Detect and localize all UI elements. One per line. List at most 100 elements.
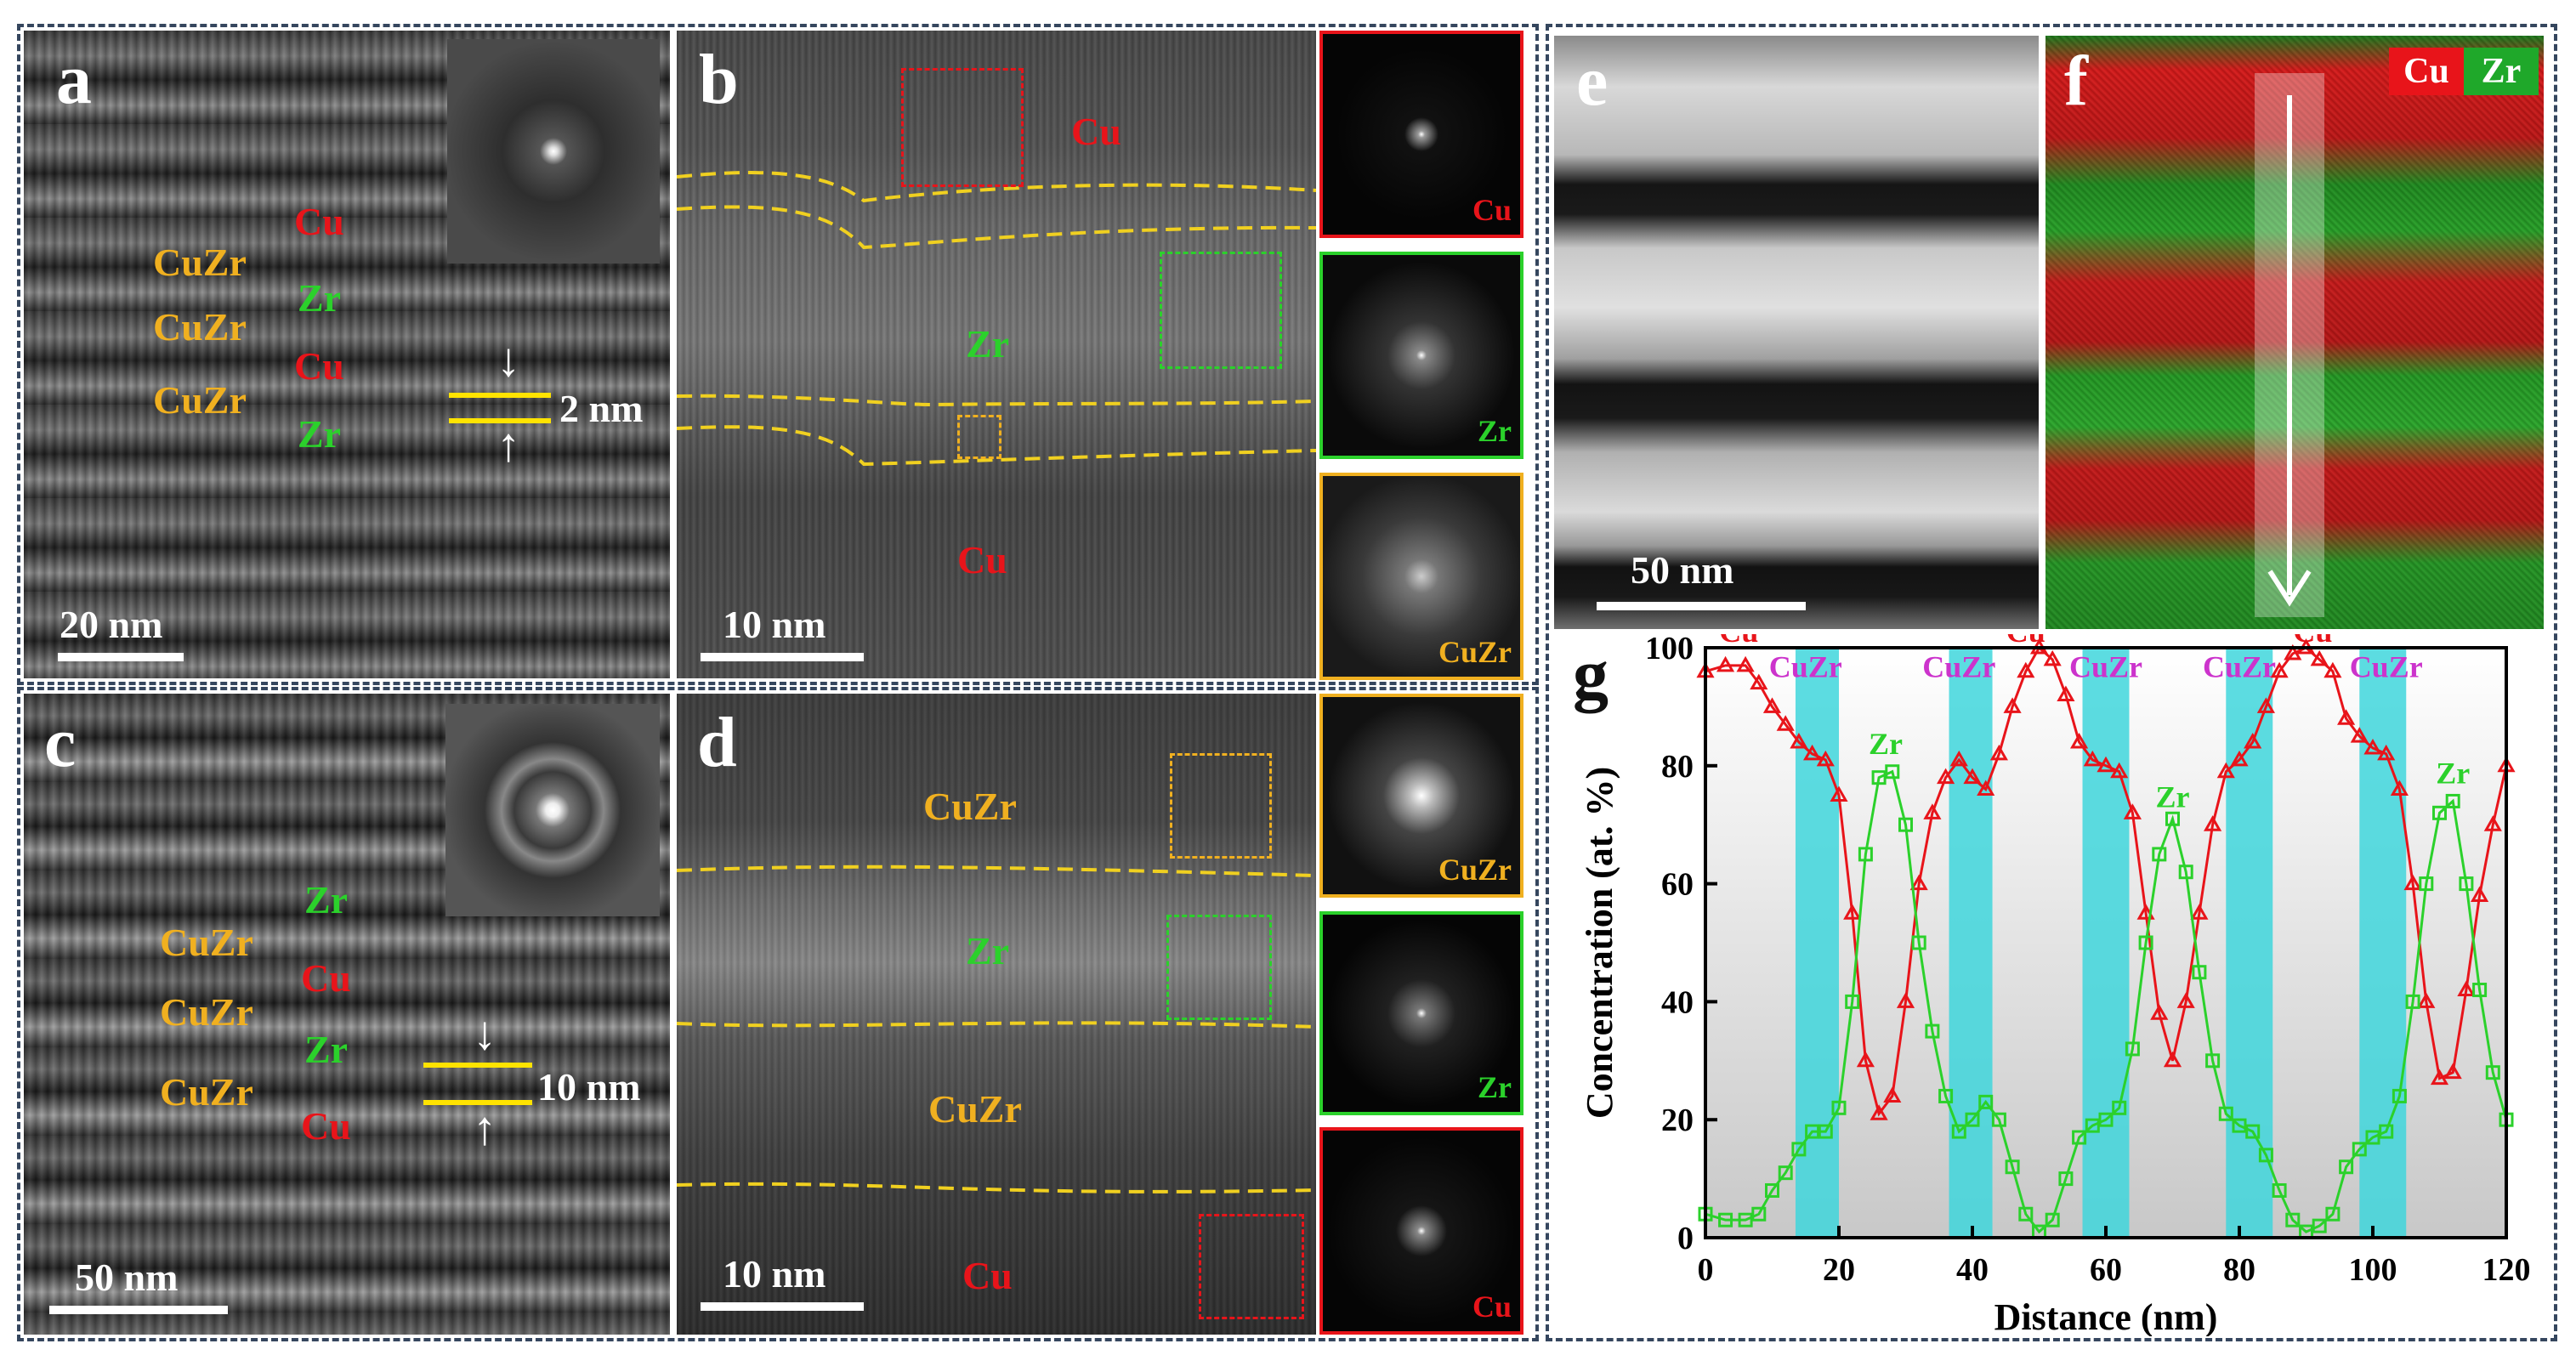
point-cu-55 <box>2443 1063 2462 1080</box>
label-cu-c2: Cu <box>301 1104 351 1148</box>
x-tick-label-0: 0 <box>1698 1252 1714 1288</box>
fft-b-zr: Zr <box>1319 252 1523 459</box>
annotation-5: CuZr <box>2069 650 2142 684</box>
point-cu-54 <box>2430 1069 2449 1086</box>
point-zr-28 <box>2085 1118 2100 1133</box>
interface-lines-d <box>677 865 1316 1193</box>
thickness-line-top-a <box>449 393 551 398</box>
panel-letter-a: a <box>56 40 92 119</box>
thickness-line-bottom-c <box>423 1100 532 1105</box>
point-cu-5 <box>1776 715 1795 731</box>
selection-box-cuzr-d <box>1170 753 1272 859</box>
point-zr-56 <box>2459 876 2474 892</box>
point-cu-13 <box>1883 1086 1902 1103</box>
point-cu-29 <box>2097 756 2115 773</box>
scale-label-b: 10 nm <box>723 603 826 646</box>
point-zr-25 <box>2045 1212 2060 1227</box>
interface-lines-b <box>677 171 1316 467</box>
panel-g-line-profile-chart: 0 20 40 60 80 100 120 0 20 40 60 80 100 Distance (nm)… <box>1554 634 2550 1336</box>
label-zr-c1: Zr <box>304 878 349 921</box>
point-cu-6 <box>1790 733 1808 749</box>
point-zr-17 <box>1938 1088 1954 1103</box>
point-zr-27 <box>2072 1130 2087 1145</box>
scale-bar-a <box>58 653 184 661</box>
point-cu-52 <box>2403 874 2422 891</box>
thickness-label-a: 2 nm <box>559 387 644 430</box>
panel-b-hrtem-image: b Cu Zr Cu 10 nm <box>677 31 1316 678</box>
point-cu-45 <box>2310 649 2329 666</box>
label-cuzr-a3: CuZr <box>153 378 247 422</box>
point-zr-16 <box>1925 1023 1940 1039</box>
selection-box-cuzr-b <box>957 415 1001 459</box>
y-tick-label-4: 80 <box>1661 749 1694 785</box>
point-zr-20 <box>1978 1094 1994 1109</box>
line-scan-arrow <box>2267 95 2312 607</box>
label-cuzr-d-mid: CuZr <box>928 1087 1022 1131</box>
scale-bar-c <box>49 1306 228 1314</box>
fft-b-cuzr: CuZr <box>1319 473 1523 680</box>
fft-tag-cuzr-b: CuZr <box>1438 635 1512 669</box>
point-cu-47 <box>2337 709 2356 725</box>
fft-d-cuzr: CuZr <box>1319 694 1523 898</box>
panel-letter-c: c <box>44 703 77 782</box>
selection-box-zr-d <box>1166 915 1272 1020</box>
group-border-cd <box>17 687 1539 1341</box>
point-cu-9 <box>1830 785 1848 802</box>
y-tick-label-1: 20 <box>1661 1103 1694 1138</box>
point-cu-30 <box>2110 762 2129 779</box>
point-zr-19 <box>1965 1112 1980 1127</box>
saed-pattern-c <box>445 704 660 916</box>
point-cu-31 <box>2123 803 2142 819</box>
point-cu-34 <box>2163 1051 2182 1068</box>
point-zr-11 <box>1858 847 1873 862</box>
selection-box-zr-b <box>1160 252 1282 369</box>
point-zr-13 <box>1885 764 1900 780</box>
point-cu-48 <box>2350 727 2369 743</box>
point-zr-42 <box>2272 1182 2287 1198</box>
point-cu-43 <box>2284 643 2302 660</box>
saed-pattern-a <box>447 39 660 264</box>
interface-band-1 <box>1949 648 1993 1238</box>
point-zr-26 <box>2058 1171 2074 1187</box>
point-cu-58 <box>2483 815 2502 831</box>
x-tick-label-2: 40 <box>1956 1252 1989 1288</box>
point-cu-50 <box>2377 744 2396 761</box>
selection-box-cu-d <box>1199 1214 1304 1319</box>
panel-letter-d: d <box>697 703 737 782</box>
label-zr-d: Zr <box>966 929 1010 972</box>
scale-label-e: 50 nm <box>1631 548 1734 592</box>
point-cu-57 <box>2471 886 2489 902</box>
x-tick-label-3: 60 <box>2090 1252 2122 1288</box>
y-tick-label-0: 0 <box>1677 1221 1694 1256</box>
point-zr-35 <box>2178 865 2193 880</box>
fft-tag-zr-b: Zr <box>1478 414 1512 448</box>
point-zr-52 <box>2405 994 2420 1009</box>
scale-bar-d <box>701 1302 864 1311</box>
point-zr-8 <box>1818 1124 1833 1139</box>
y-tick-label-3: 60 <box>1661 867 1694 903</box>
point-cu-37 <box>2204 815 2222 831</box>
fft-tag-cuzr-d: CuZr <box>1438 853 1512 887</box>
point-cu-2 <box>1736 655 1755 672</box>
point-cu-56 <box>2457 980 2476 997</box>
point-zr-55 <box>2445 793 2460 808</box>
point-cu-49 <box>2363 738 2382 755</box>
thickness-line-top-c <box>423 1063 532 1068</box>
annotation-8: Cu <box>2293 634 2332 649</box>
y-axis-label: Concentration (at. %) <box>1579 767 1620 1119</box>
point-cu-21 <box>1989 744 2008 761</box>
annotation-2: Zr <box>1869 727 1903 761</box>
annotation-7: CuZr <box>2203 650 2276 684</box>
point-zr-14 <box>1898 817 1913 832</box>
point-zr-36 <box>2192 965 2207 980</box>
point-cu-22 <box>2003 697 2022 713</box>
point-zr-18 <box>1951 1124 1966 1139</box>
point-cu-15 <box>1909 874 1928 891</box>
point-cu-17 <box>1937 768 1955 785</box>
legend-zr: Zr <box>2464 48 2539 95</box>
point-zr-34 <box>2165 811 2180 826</box>
point-cu-38 <box>2216 762 2235 779</box>
point-zr-15 <box>1911 935 1926 950</box>
point-zr-47 <box>2339 1159 2354 1175</box>
point-cu-12 <box>1870 1104 1888 1120</box>
